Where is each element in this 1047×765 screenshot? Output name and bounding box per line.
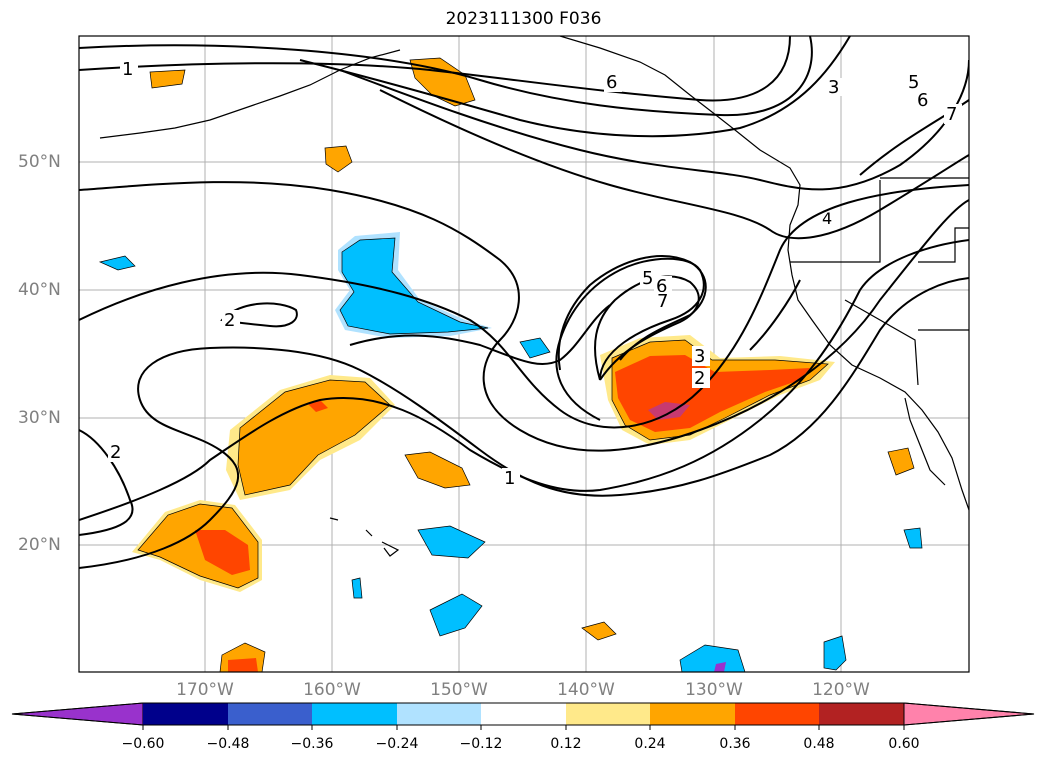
longitude-label: 170°W	[176, 680, 234, 700]
colorbar-segment	[481, 703, 566, 725]
colorbar-segment	[312, 703, 397, 725]
colorbar-segment	[819, 703, 904, 725]
colorbar-segment	[11, 702, 144, 726]
colorbar-tick-label: 0.12	[550, 736, 582, 752]
colorbar-segment	[143, 703, 228, 725]
latitude-label: 50°N	[18, 152, 61, 172]
contour-label: 6	[917, 90, 928, 111]
colorbar-segment	[397, 703, 481, 725]
latitude-label: 30°N	[18, 408, 61, 428]
contour-label: 2	[224, 310, 235, 331]
longitude-label: 160°W	[303, 680, 361, 700]
map-frame	[78, 35, 970, 673]
colorbar-segment	[903, 702, 1035, 726]
colorbar	[11, 702, 1035, 730]
contour-label: 5	[642, 268, 653, 289]
colorbar-tick-label: 0.60	[888, 736, 920, 752]
colorbar-tick-label: −0.36	[290, 736, 334, 752]
colorbar-tick-label: −0.12	[459, 736, 503, 752]
colorbar-tick-label: 0.24	[634, 736, 666, 752]
colorbar-tick-label: −0.48	[206, 736, 250, 752]
contour-labels: 1 6 3 5 6 7 4 5 6 7 2 3 2 2 1	[108, 58, 962, 489]
colorbar-segment	[228, 703, 312, 725]
contour-label: 1	[122, 59, 133, 80]
colorbar-tick-label: −0.60	[121, 736, 165, 752]
longitude-label: 150°W	[430, 680, 488, 700]
latitude-label: 20°N	[18, 535, 61, 555]
contour-label: 3	[828, 77, 839, 98]
contour-label: 1	[504, 468, 515, 489]
longitude-label: 130°W	[685, 680, 743, 700]
contour-lines	[79, 36, 969, 569]
longitude-label: 120°W	[812, 680, 870, 700]
contour-label: 2	[110, 442, 121, 463]
colorbar-tick-label: −0.24	[375, 736, 419, 752]
colorbar-tick-label: 0.36	[719, 736, 751, 752]
contour-label: 6	[656, 276, 667, 297]
colorbar-segment	[735, 703, 819, 725]
longitude-label: 140°W	[557, 680, 615, 700]
contour-label: 7	[657, 291, 668, 312]
contour-label: 7	[946, 104, 957, 125]
positive-anomaly-fill	[132, 57, 915, 672]
contour-label: 2	[694, 368, 705, 389]
contour-label: 6	[606, 72, 617, 93]
contour-label: 4	[822, 209, 832, 228]
colorbar-segment	[650, 703, 735, 725]
contour-label: 5	[908, 72, 919, 93]
contour-label: 3	[694, 346, 705, 367]
colorbar-segment	[566, 703, 650, 725]
negative-anomaly-fill	[98, 232, 923, 672]
colorbar-tick-label: 0.48	[803, 736, 835, 752]
map-title: 2023111300 F036	[445, 9, 602, 29]
latitude-label: 40°N	[18, 280, 61, 300]
